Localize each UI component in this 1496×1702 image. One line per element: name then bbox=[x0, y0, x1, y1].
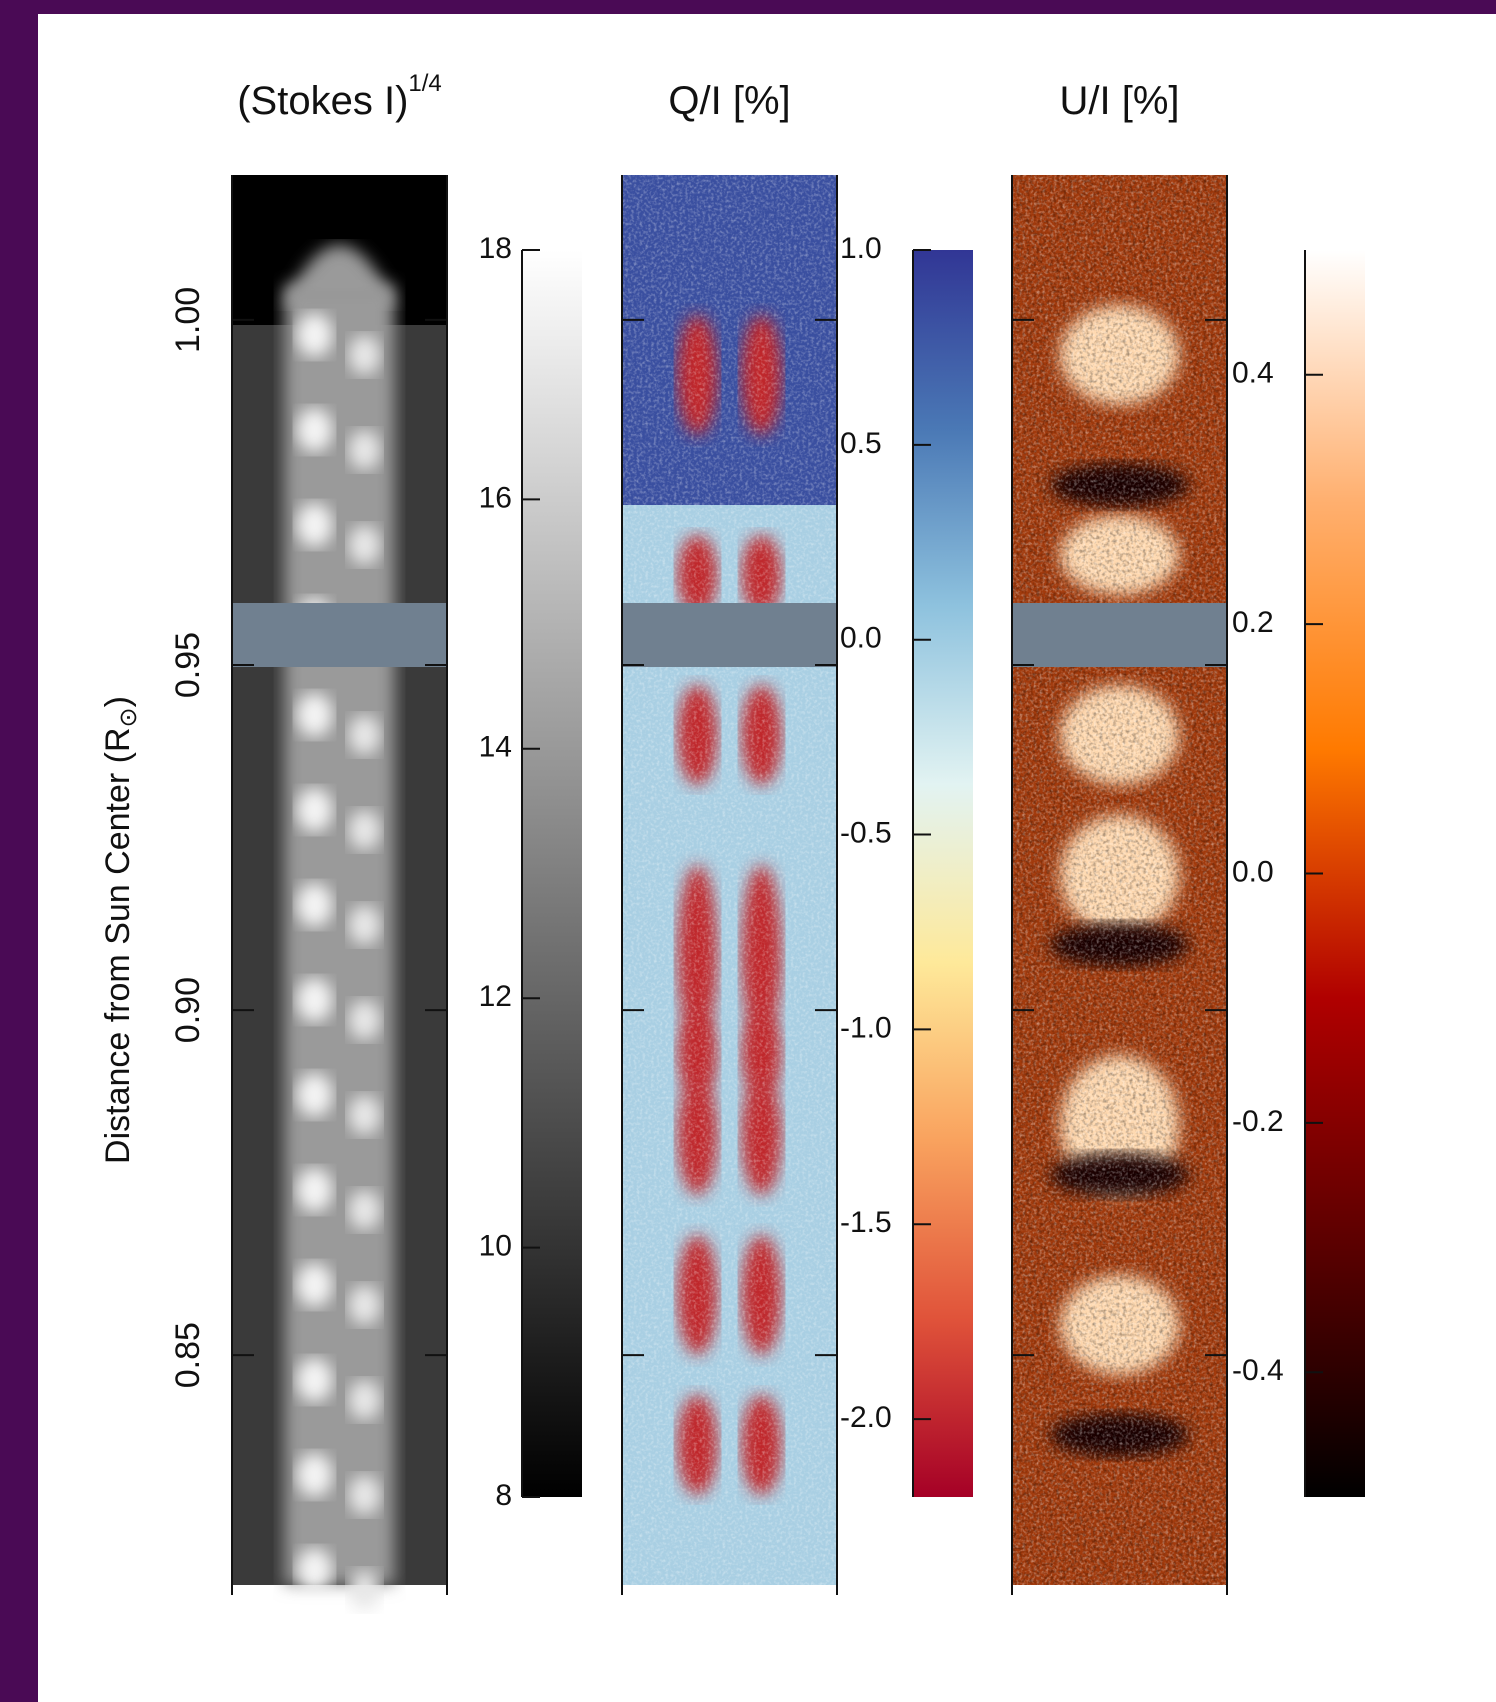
bright-spot bbox=[349, 525, 381, 565]
colorbar-tick-label: 8 bbox=[495, 1479, 512, 1512]
bright-spot bbox=[297, 503, 333, 547]
bright-spot bbox=[297, 1548, 333, 1592]
colorbar-tick-label: 0.2 bbox=[1232, 606, 1274, 639]
colorbar-tick-label: 0.0 bbox=[1232, 855, 1274, 888]
colorbar-tick-label: 18 bbox=[479, 232, 512, 265]
colorbar-tick-label: -1.0 bbox=[840, 1011, 892, 1044]
noise bbox=[1012, 175, 1227, 1585]
bright-spot bbox=[349, 810, 381, 850]
bright-spot bbox=[349, 1190, 381, 1230]
colorbar-tick-label: 0.4 bbox=[1232, 357, 1274, 390]
colorbar-tick-label: 12 bbox=[479, 980, 512, 1013]
bright-spot bbox=[349, 1000, 381, 1040]
y-axis-label: Distance from Sun Center (R⊙) bbox=[99, 696, 142, 1164]
bright-spot bbox=[297, 1358, 333, 1402]
colorbar-tick-label: 16 bbox=[479, 481, 512, 514]
bright-spot bbox=[349, 335, 381, 375]
data-gap bbox=[622, 603, 837, 667]
colorbar-tick-label: -0.4 bbox=[1232, 1354, 1284, 1387]
bright-spot bbox=[297, 883, 333, 927]
figure: Distance from Sun Center (R⊙) (Stokes I)… bbox=[0, 0, 1496, 1702]
bright-spot bbox=[297, 1263, 333, 1307]
panel-title-text: (Stokes I) bbox=[237, 79, 408, 123]
colorbar-tick-label: 10 bbox=[479, 1230, 512, 1263]
data-gap bbox=[1012, 603, 1227, 667]
bright-spot bbox=[349, 1570, 381, 1610]
colorbar-tick-label: 0.5 bbox=[840, 427, 882, 460]
colorbar bbox=[522, 250, 582, 1497]
bright-spot bbox=[349, 905, 381, 945]
bright-spot bbox=[297, 313, 333, 357]
colorbar-tick-label: -0.5 bbox=[840, 816, 892, 849]
bright-spot bbox=[349, 1095, 381, 1135]
colorbar-tick-label: -2.0 bbox=[840, 1401, 892, 1434]
panel-title: U/I [%] bbox=[1059, 79, 1179, 123]
bright-spot bbox=[349, 715, 381, 755]
y-tick-label: 0.90 bbox=[169, 977, 207, 1043]
y-tick-label: 0.95 bbox=[169, 632, 207, 698]
colorbar-tick-label: 1.0 bbox=[840, 232, 882, 265]
image-panel bbox=[1012, 175, 1227, 1585]
bright-spot bbox=[297, 693, 333, 737]
image-panel bbox=[622, 175, 837, 1585]
bright-spot bbox=[349, 1380, 381, 1420]
page: Distance from Sun Center (R⊙) (Stokes I)… bbox=[0, 0, 1496, 1702]
y-tick-label: 0.85 bbox=[169, 1322, 207, 1388]
panel-title: Q/I [%] bbox=[668, 79, 790, 123]
y-tick-label: 1.00 bbox=[169, 287, 207, 353]
panel-title-text: U/I [%] bbox=[1059, 79, 1179, 123]
colorbar bbox=[913, 250, 973, 1497]
bright-spot bbox=[297, 1073, 333, 1117]
bright-spot bbox=[349, 1475, 381, 1515]
noise bbox=[622, 175, 837, 1585]
bright-spot bbox=[297, 978, 333, 1022]
colorbar-tick-label: -1.5 bbox=[840, 1206, 892, 1239]
colorbar-tick-label: -0.2 bbox=[1232, 1105, 1284, 1138]
bright-spot bbox=[297, 1453, 333, 1497]
panel-title-text: Q/I [%] bbox=[668, 79, 790, 123]
data-gap bbox=[232, 603, 447, 667]
colorbar-tick-label: 14 bbox=[479, 731, 512, 764]
colorbar-tick-label: 0.0 bbox=[840, 622, 882, 655]
bright-spot bbox=[297, 1168, 333, 1212]
panel-title-superscript: 1/4 bbox=[408, 70, 441, 97]
bright-spot bbox=[349, 1285, 381, 1325]
bright-spot bbox=[349, 430, 381, 470]
image-panel bbox=[232, 175, 447, 1610]
bright-spot bbox=[297, 788, 333, 832]
bright-spot bbox=[297, 408, 333, 452]
